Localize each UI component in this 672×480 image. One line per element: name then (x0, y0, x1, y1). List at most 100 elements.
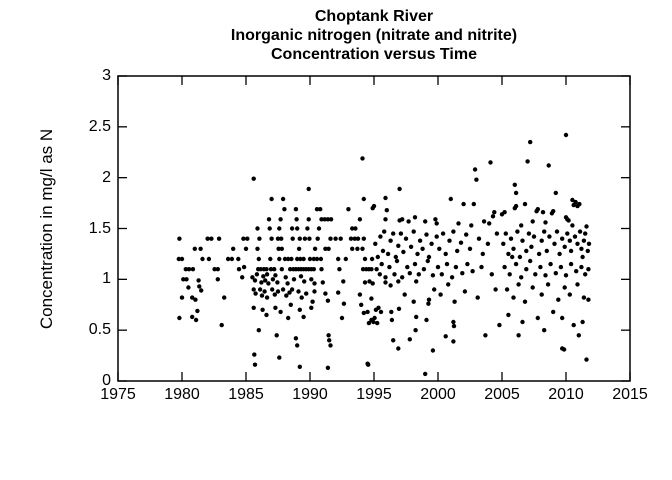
data-point (548, 261, 553, 267)
x-tick-label: 2015 (612, 386, 648, 403)
data-point (530, 219, 535, 224)
data-point (259, 293, 265, 298)
data-point (361, 236, 366, 241)
data-point (193, 297, 198, 302)
data-point (425, 258, 430, 264)
data-point (383, 280, 388, 285)
data-point (405, 264, 410, 270)
data-point (260, 307, 265, 312)
data-point (337, 267, 342, 272)
data-point (458, 240, 464, 245)
data-point (577, 201, 582, 207)
data-point (298, 256, 303, 262)
data-point (400, 217, 405, 222)
x-tick-label: 1980 (164, 386, 200, 403)
data-point (236, 256, 241, 262)
data-point (540, 210, 546, 215)
data-point (574, 269, 579, 274)
data-point (289, 226, 295, 231)
axes-layer (117, 75, 631, 382)
data-point (575, 241, 580, 246)
data-point (423, 219, 428, 224)
data-point (551, 209, 556, 214)
data-point (492, 210, 497, 215)
data-point (241, 236, 246, 241)
data-point (465, 261, 470, 267)
data-point (361, 196, 366, 202)
data-point (526, 231, 532, 236)
data-point (571, 322, 576, 328)
data-point (264, 267, 269, 272)
data-point (272, 292, 277, 297)
chart-title-line-3: Concentration versus Time (271, 46, 477, 63)
data-point (556, 297, 561, 302)
data-point (511, 246, 516, 251)
data-point (575, 282, 580, 287)
data-point (279, 236, 284, 241)
data-point (378, 309, 384, 315)
data-point (561, 347, 567, 352)
data-point (251, 176, 256, 181)
data-point (497, 322, 502, 328)
data-point (453, 264, 459, 270)
data-point (426, 297, 432, 302)
data-point (388, 238, 393, 243)
data-point (328, 217, 334, 222)
data-point (254, 272, 260, 277)
data-point (485, 241, 491, 246)
data-point (411, 229, 416, 234)
data-point (490, 214, 496, 219)
data-point (513, 190, 519, 196)
data-point (551, 309, 556, 315)
data-point (314, 207, 320, 212)
data-point (402, 292, 407, 297)
data-point (554, 229, 560, 234)
data-point (489, 272, 494, 277)
data-point (181, 277, 186, 282)
data-point (259, 280, 264, 285)
data-point (563, 273, 569, 278)
data-point (440, 231, 446, 236)
data-point (255, 226, 260, 231)
data-point (306, 186, 311, 192)
data-point (585, 248, 590, 254)
y-tick-label: 1 (102, 270, 111, 288)
data-point (488, 160, 493, 165)
data-point (250, 275, 255, 280)
data-point (455, 248, 460, 254)
data-point (371, 319, 376, 325)
data-point (366, 362, 371, 367)
data-point (336, 290, 341, 295)
data-point (581, 295, 587, 300)
data-point (414, 314, 419, 320)
data-point (382, 229, 387, 234)
data-point (417, 238, 423, 243)
data-point (567, 238, 572, 243)
data-point (387, 264, 392, 270)
data-point (584, 224, 589, 229)
data-point (544, 248, 549, 254)
data-point (384, 208, 389, 213)
data-points-layer (176, 132, 592, 377)
data-point (432, 287, 437, 292)
data-point (471, 201, 476, 207)
data-point (295, 226, 300, 231)
data-point (373, 241, 378, 246)
data-point (388, 283, 393, 288)
data-point (423, 371, 428, 377)
data-point (198, 246, 203, 251)
data-point (375, 254, 380, 260)
data-point (339, 315, 345, 321)
data-point (278, 309, 283, 315)
data-point (325, 298, 331, 303)
data-point (251, 305, 256, 310)
data-point (323, 291, 328, 296)
data-point (359, 302, 364, 307)
data-point (284, 293, 289, 298)
data-point (391, 338, 396, 343)
data-point (346, 207, 351, 212)
data-point (195, 308, 200, 314)
data-point (315, 236, 320, 241)
data-point (316, 226, 322, 231)
